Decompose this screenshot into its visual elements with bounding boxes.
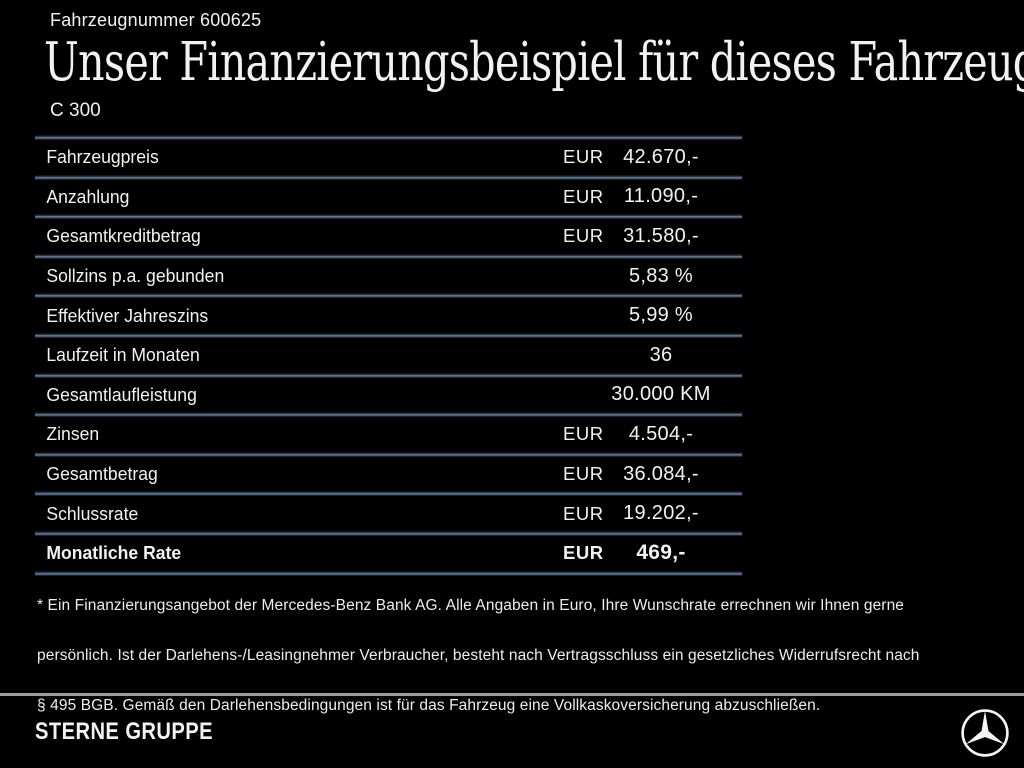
row-label: Zinsen xyxy=(46,423,100,445)
table-row: Effektiver Jahreszins 5,99 % xyxy=(35,298,742,333)
dealer-name-text: STERNE GRUPPE xyxy=(35,718,213,745)
row-label: Laufzeit in Monaten xyxy=(46,344,200,366)
table-row: Fahrzeugpreis EUR 42.670,- xyxy=(35,140,742,175)
row-value: 11.090,- xyxy=(623,185,699,208)
row-value: 36 xyxy=(649,343,673,366)
row-currency: EUR xyxy=(563,542,604,564)
footnote-line: persönlich. Ist der Darlehens-/Leasingne… xyxy=(37,647,920,664)
table-divider xyxy=(35,570,742,576)
row-label: Sollzins p.a. gebunden xyxy=(46,265,225,287)
footnote: * Ein Finanzierungsangebot der Mercedes-… xyxy=(37,568,997,743)
table-divider xyxy=(35,135,742,140)
table-divider xyxy=(35,332,742,338)
page-title-text: Unser Finanzierungsbeispiel für dieses F… xyxy=(44,32,1024,93)
financing-table: Fahrzeugpreis EUR 42.670,- Anzahlung EUR 11.0… xyxy=(35,135,742,576)
row-value: 19.202,- xyxy=(623,502,699,525)
row-currency: EUR xyxy=(563,423,604,445)
row-value: 5,83 % xyxy=(628,264,694,287)
table-row: Gesamtlaufleistung 30.000 KM xyxy=(35,378,742,413)
row-currency: EUR xyxy=(563,146,604,168)
table-divider xyxy=(35,451,742,457)
row-label: Effektiver Jahreszins xyxy=(46,304,209,326)
row-currency: EUR xyxy=(563,463,604,485)
table-divider xyxy=(35,412,742,418)
row-value: 36.084,- xyxy=(623,462,699,485)
row-label: Gesamtkreditbetrag xyxy=(46,225,201,247)
vehicle-number: Fahrzeugnummer 600625 xyxy=(50,10,262,30)
page-title: Unser Finanzierungsbeispiel für dieses F… xyxy=(44,32,1024,93)
row-value: 5,99 % xyxy=(628,304,694,327)
row-label: Gesamtbetrag xyxy=(46,463,158,485)
table-row: Gesamtbetrag EUR 36.084,- xyxy=(35,457,742,492)
row-label: Anzahlung xyxy=(46,185,130,207)
row-value: 31.580,- xyxy=(623,224,699,247)
table-row: Schlussrate EUR 19.202,- xyxy=(35,496,742,531)
row-currency: EUR xyxy=(563,502,604,524)
row-label: Gesamtlaufleistung xyxy=(46,383,197,405)
table-row: Laufzeit in Monaten 36 xyxy=(35,338,742,373)
mercedes-star-icon xyxy=(961,709,1009,757)
table-divider xyxy=(35,214,742,220)
row-value: 30.000 KM xyxy=(611,383,711,406)
row-label: Fahrzeugpreis xyxy=(46,146,159,168)
footer-divider xyxy=(0,693,1024,696)
table-divider xyxy=(35,174,742,180)
dealer-name: STERNE GRUPPE xyxy=(35,718,247,746)
table-divider xyxy=(35,253,742,259)
table-row: Zinsen EUR 4.504,- xyxy=(35,417,742,452)
table-row: Anzahlung EUR 11.090,- xyxy=(35,180,742,215)
row-label: Monatliche Rate xyxy=(46,542,182,564)
table-row: Gesamtkreditbetrag EUR 31.580,- xyxy=(35,219,742,254)
row-currency: EUR xyxy=(563,185,604,207)
table-row: Monatliche Rate EUR 469,- xyxy=(35,536,742,571)
footnote-line: § 495 BGB. Gemäß den Darlehensbedingunge… xyxy=(37,697,821,714)
table-divider xyxy=(35,530,742,536)
row-value: 42.670,- xyxy=(623,145,699,168)
table-row: Sollzins p.a. gebunden 5,83 % xyxy=(35,259,742,294)
vehicle-model: C 300 xyxy=(50,100,101,121)
row-value: 469,- xyxy=(636,541,686,565)
table-divider xyxy=(35,372,742,378)
row-currency: EUR xyxy=(563,225,604,247)
row-value: 4.504,- xyxy=(628,422,694,445)
table-divider xyxy=(35,491,742,497)
footnote-line: * Ein Finanzierungsangebot der Mercedes-… xyxy=(37,597,905,614)
row-label: Schlussrate xyxy=(46,502,139,524)
table-divider xyxy=(35,293,742,299)
